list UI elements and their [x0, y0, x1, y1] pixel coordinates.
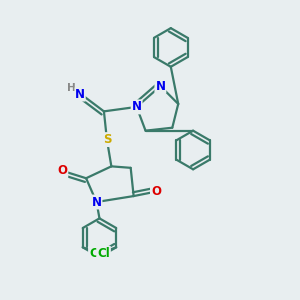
Text: S: S — [103, 133, 111, 146]
Text: Cl: Cl — [97, 247, 110, 260]
Text: N: N — [132, 100, 142, 113]
Text: H: H — [67, 82, 76, 93]
Text: Cl: Cl — [89, 247, 102, 260]
Text: O: O — [151, 185, 161, 198]
Text: N: N — [92, 196, 101, 208]
Text: N: N — [75, 88, 85, 101]
Text: N: N — [155, 80, 165, 93]
Text: O: O — [57, 164, 67, 177]
